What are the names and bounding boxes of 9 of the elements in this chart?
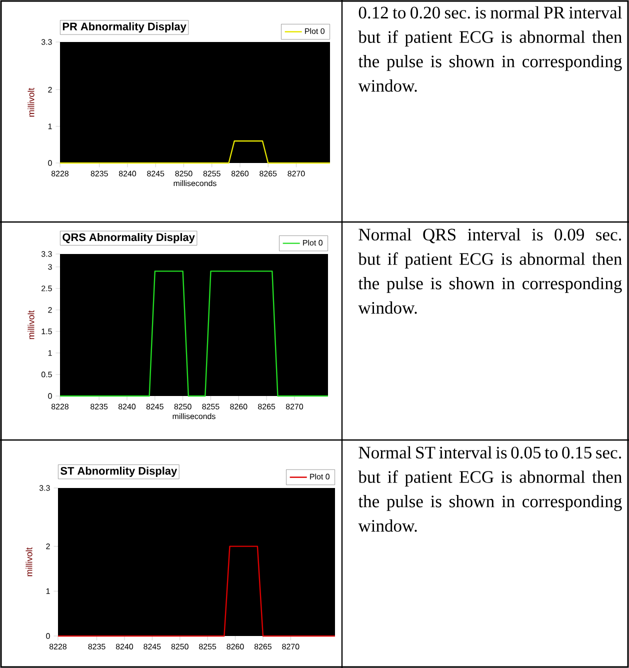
text: Normal QRS interval is 0.09 sec. but if patient ECG is abnormal then the pulse is shown in corresponding window. xyxy=(358,228,622,314)
chart-title: QRS Abnormality Display xyxy=(62,233,195,244)
y-axis-title: millivolt xyxy=(28,310,34,340)
chart-title: ST Abnormlity Display xyxy=(60,466,178,477)
text: Normal ST interval is 0.05 to 0.15 sec. but if patient ECG is abnormal then the pulse is shown in corresponding window. xyxy=(358,446,622,532)
chart-title: PR Abnormality Display xyxy=(62,22,186,33)
y-axis-title: millivolt xyxy=(26,547,32,576)
text: 0.12 to 0.20 sec. is normal PR interval but if patient ECG is abnormal then the pulse is shown in corresponding window. xyxy=(358,6,622,92)
y-axis-title: millivolt xyxy=(28,88,34,117)
